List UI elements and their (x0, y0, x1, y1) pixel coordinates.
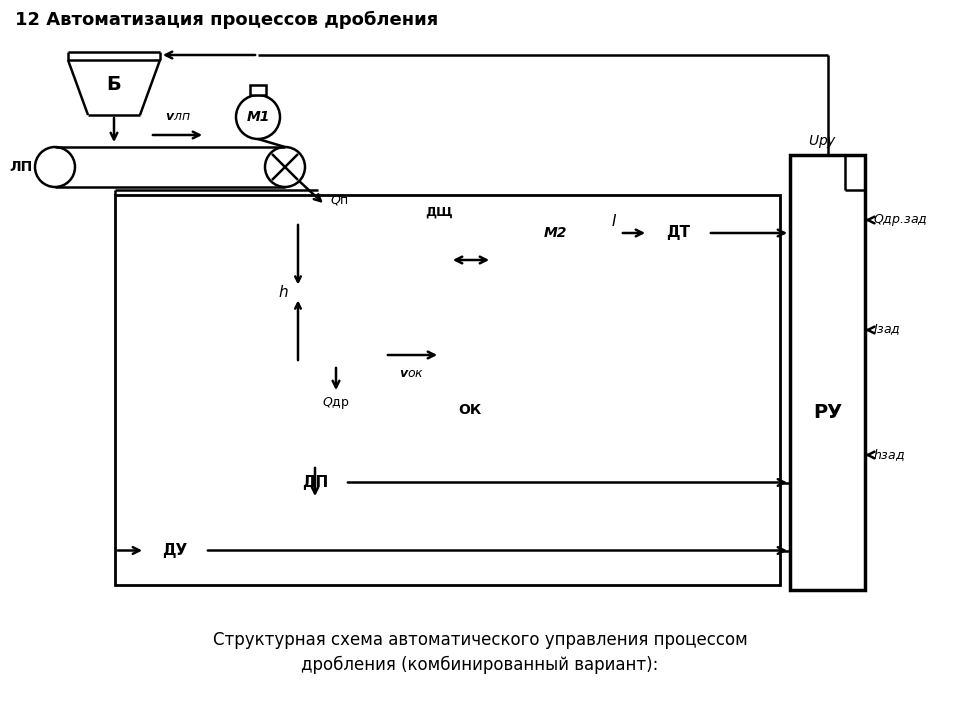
Text: ДЩ: ДЩ (425, 205, 452, 218)
Text: Структурная схема автоматического управления процессом: Структурная схема автоматического управл… (212, 631, 748, 649)
Text: h: h (278, 285, 288, 300)
Text: М2: М2 (543, 226, 566, 240)
Text: ЛП: ЛП (10, 160, 33, 174)
Circle shape (308, 403, 322, 417)
Text: ОК: ОК (458, 403, 481, 417)
Bar (115, 195, 780, 585)
Text: ДТ: ДТ (666, 225, 690, 240)
Ellipse shape (372, 309, 395, 325)
Text: дробления (комбинированный вариант):: дробления (комбинированный вариант): (301, 656, 659, 674)
Text: Б: Б (107, 76, 121, 94)
Text: ДП: ДП (301, 475, 328, 490)
Ellipse shape (347, 291, 373, 309)
Text: $\bfit{v}$ок: $\bfit{v}$ок (399, 367, 424, 380)
Text: $\bfit{v}$лп: $\bfit{v}$лп (165, 110, 191, 123)
Text: М1: М1 (247, 110, 270, 124)
Bar (145, 533, 205, 568)
Circle shape (236, 95, 280, 139)
Text: РУ: РУ (813, 403, 842, 422)
Circle shape (35, 147, 75, 187)
Bar (318, 220, 336, 365)
Text: I: I (612, 214, 615, 228)
Ellipse shape (194, 382, 206, 438)
Circle shape (531, 209, 579, 257)
Text: $Q$др.зад: $Q$др.зад (873, 212, 927, 228)
Text: $h$зад: $h$зад (873, 447, 905, 463)
Text: ДУ: ДУ (162, 543, 187, 558)
Circle shape (413, 223, 427, 237)
Circle shape (172, 382, 228, 438)
Bar (648, 215, 708, 251)
Text: $U$ру: $U$ру (807, 132, 837, 150)
Ellipse shape (372, 253, 397, 271)
Text: $Q$п: $Q$п (330, 193, 348, 207)
Bar (285, 465, 345, 500)
Circle shape (265, 147, 305, 187)
Ellipse shape (341, 235, 369, 254)
Circle shape (402, 382, 458, 438)
Text: $I$зад: $I$зад (873, 323, 900, 338)
Bar (790, 155, 865, 590)
Circle shape (322, 215, 332, 225)
Ellipse shape (358, 271, 382, 289)
Bar (250, 85, 266, 95)
Ellipse shape (346, 326, 371, 344)
Circle shape (417, 227, 423, 233)
Text: $Q$др: $Q$др (323, 395, 349, 411)
Circle shape (468, 257, 474, 263)
Text: 12 Автоматизация процессов дробления: 12 Автоматизация процессов дробления (15, 11, 439, 29)
